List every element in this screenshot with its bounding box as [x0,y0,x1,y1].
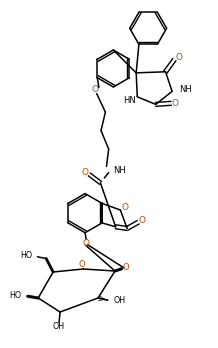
Text: O: O [175,53,182,62]
Text: OH: OH [52,322,65,331]
Text: O: O [172,99,179,108]
Text: NH: NH [113,166,126,175]
Text: O: O [122,203,129,212]
Text: HN: HN [123,96,136,105]
Text: O: O [78,260,85,269]
Text: O: O [91,85,98,94]
Text: HO: HO [20,251,32,260]
Text: O: O [123,263,129,272]
Text: HO: HO [10,291,22,300]
Text: O: O [139,216,146,225]
Text: NH: NH [179,85,192,94]
Text: OH: OH [114,296,126,305]
Text: O: O [82,239,89,248]
Text: O: O [82,168,89,177]
